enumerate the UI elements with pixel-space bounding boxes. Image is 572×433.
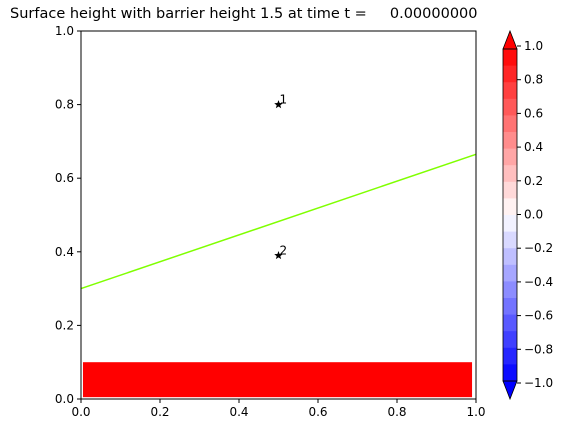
colorbar-level xyxy=(503,248,517,265)
x-tick-label: 1.0 xyxy=(466,405,485,419)
y-tick-label: 1.0 xyxy=(55,24,74,38)
colorbar-level xyxy=(503,232,517,249)
colorbar: 1.0 0.8 0.6 0.4 0.2 0.0 −0.2 −0.4 −0.6 −0.8 −1.0 xyxy=(503,31,553,399)
colorbar-level xyxy=(503,281,517,298)
colorbar-level xyxy=(503,132,517,149)
colorbar-tick-label: −0.2 xyxy=(524,241,553,255)
colorbar-tick-label: 0.2 xyxy=(524,174,543,188)
colorbar-level xyxy=(503,331,517,348)
colorbar-level xyxy=(503,348,517,365)
y-tick-label: 0.6 xyxy=(55,171,74,185)
colorbar-tick-label: −1.0 xyxy=(524,376,553,390)
colorbar-level xyxy=(503,265,517,282)
y-tick-label: 0.0 xyxy=(55,392,74,406)
colorbar-level xyxy=(503,115,517,132)
x-tick-label: 0.0 xyxy=(71,405,90,419)
colorbar-extend-min xyxy=(503,381,517,399)
colorbar-level xyxy=(503,49,517,66)
colorbar-level xyxy=(503,99,517,116)
colorbar-level xyxy=(503,364,517,381)
x-tick-label: 0.8 xyxy=(387,405,406,419)
colorbar-tick-label: 0.4 xyxy=(524,140,543,154)
colorbar-tick-label: 0.8 xyxy=(524,73,543,87)
x-tick-label: 0.2 xyxy=(150,405,169,419)
colorbar-tick-label: −0.4 xyxy=(524,275,553,289)
colorbar-tick-label: −0.6 xyxy=(524,309,553,323)
y-tick-label: 0.8 xyxy=(55,98,74,112)
barrier-line xyxy=(81,154,476,288)
y-tick-label: 0.2 xyxy=(55,318,74,332)
marker-label-2: 2 xyxy=(280,243,288,257)
colorbar-tick-label: 0.0 xyxy=(524,208,543,222)
colorbar-level xyxy=(503,82,517,99)
colorbar-tick-label: −0.8 xyxy=(524,342,553,356)
marker-label-1: 1 xyxy=(280,93,288,107)
y-tick-label: 0.4 xyxy=(55,245,74,259)
colorbar-level xyxy=(503,315,517,332)
x-tick-label: 0.4 xyxy=(229,405,248,419)
colorbar-level xyxy=(503,182,517,199)
colorbar-level xyxy=(503,298,517,315)
x-tick-label: 0.6 xyxy=(308,405,327,419)
colorbar-level xyxy=(503,149,517,166)
colorbar-extend-max xyxy=(503,31,517,49)
colorbar-level xyxy=(503,165,517,182)
axes-frame xyxy=(81,31,476,399)
colorbar-tick-label: 1.0 xyxy=(524,39,543,53)
colorbar-level xyxy=(503,66,517,83)
colorbar-tick-label: 0.6 xyxy=(524,106,543,120)
plot-axes: 1 2 0.0 0.2 0.4 0.6 0.8 1.0 0.0 0.2 0.4 0.6 0.8 1.0 xyxy=(55,24,486,419)
surface-region xyxy=(83,362,472,397)
colorbar-level xyxy=(503,215,517,232)
colorbar-level xyxy=(503,198,517,215)
